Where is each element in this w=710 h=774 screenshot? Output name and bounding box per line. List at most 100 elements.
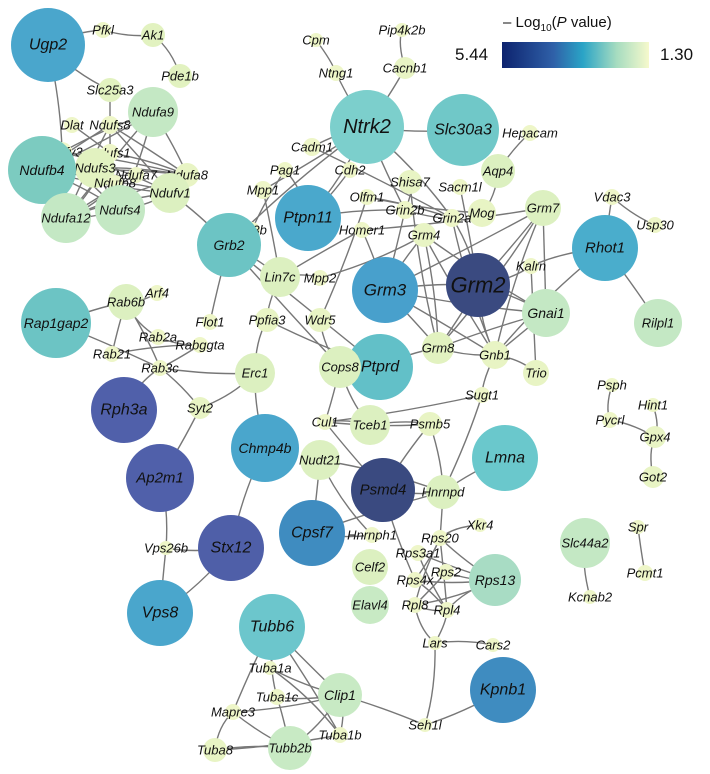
node-cars2[interactable]: Cars2 bbox=[476, 638, 511, 653]
node-cadm1[interactable]: Cadm1 bbox=[291, 138, 333, 156]
node-circle[interactable] bbox=[352, 257, 418, 323]
node-circle[interactable] bbox=[426, 475, 460, 509]
node-circle[interactable] bbox=[95, 185, 145, 235]
node-slc30a3[interactable]: Slc30a3 bbox=[427, 94, 499, 166]
node-gnb1[interactable]: Gnb1 bbox=[479, 341, 511, 369]
node-circle[interactable] bbox=[101, 116, 119, 134]
node-rab3c[interactable]: Rab3c bbox=[141, 360, 179, 376]
node-circle[interactable] bbox=[202, 314, 218, 330]
node-circle[interactable] bbox=[407, 597, 423, 613]
node-circle[interactable] bbox=[427, 94, 499, 166]
node-grm7[interactable]: Grm7 bbox=[525, 190, 561, 226]
node-circle[interactable] bbox=[275, 185, 341, 251]
node-ptpn11[interactable]: Ptpn11 bbox=[275, 185, 341, 251]
node-circle[interactable] bbox=[268, 726, 312, 770]
node-circle[interactable] bbox=[350, 405, 390, 445]
node-circle[interactable] bbox=[104, 346, 120, 362]
node-circle[interactable] bbox=[225, 704, 241, 720]
node-circle[interactable] bbox=[254, 181, 272, 199]
node-elavl4[interactable]: Elavl4 bbox=[351, 586, 389, 624]
node-circle[interactable] bbox=[481, 341, 509, 369]
node-circle[interactable] bbox=[354, 222, 370, 238]
node-circle[interactable] bbox=[269, 689, 285, 705]
node-circle[interactable] bbox=[637, 565, 653, 581]
node-circle[interactable] bbox=[263, 661, 277, 675]
node-rhot1[interactable]: Rhot1 bbox=[572, 215, 638, 281]
node-tuba8[interactable]: Tuba8 bbox=[197, 738, 234, 762]
node-circle[interactable] bbox=[644, 426, 666, 448]
node-ak1[interactable]: Ak1 bbox=[141, 23, 165, 47]
node-ndufs8[interactable]: Ndufs8 bbox=[89, 116, 131, 134]
node-circle[interactable] bbox=[412, 223, 436, 247]
node-tuba1c[interactable]: Tuba1c bbox=[256, 689, 299, 705]
node-cpm[interactable]: Cpm bbox=[302, 33, 330, 48]
node-ndufs3[interactable]: Ndufs3 bbox=[74, 148, 116, 188]
node-rab6b[interactable]: Rab6b bbox=[107, 284, 145, 320]
node-grin2a[interactable]: Grin2a bbox=[432, 209, 472, 227]
node-pycrl[interactable]: Pycrl bbox=[596, 412, 626, 428]
node-mpp1[interactable]: Mpp1 bbox=[247, 181, 280, 199]
node-circle[interactable] bbox=[525, 190, 561, 226]
node-circle[interactable] bbox=[108, 284, 144, 320]
node-tuba1a[interactable]: Tuba1a bbox=[248, 661, 291, 676]
node-circle[interactable] bbox=[407, 572, 423, 588]
node-lin7c[interactable]: Lin7c bbox=[260, 257, 300, 297]
node-circle[interactable] bbox=[332, 727, 348, 743]
node-grb2[interactable]: Grb2 bbox=[197, 213, 261, 277]
node-circle[interactable] bbox=[523, 258, 539, 274]
node-slc44a2[interactable]: Slc44a2 bbox=[560, 518, 610, 568]
node-celf2[interactable]: Celf2 bbox=[352, 549, 388, 585]
node-circle[interactable] bbox=[452, 179, 468, 195]
node-nudt21[interactable]: Nudt21 bbox=[299, 440, 341, 480]
node-arf4[interactable]: Arf4 bbox=[144, 285, 169, 301]
node-ptprd[interactable]: Ptprd bbox=[347, 334, 413, 400]
node-circle[interactable] bbox=[428, 636, 442, 650]
node-circle[interactable] bbox=[439, 602, 455, 618]
node-circle[interactable] bbox=[351, 586, 389, 624]
node-pag1[interactable]: Pag1 bbox=[270, 162, 300, 178]
node-circle[interactable] bbox=[128, 87, 178, 137]
node-rab21[interactable]: Rab21 bbox=[93, 346, 131, 362]
node-pfkl[interactable]: Pfkl bbox=[92, 22, 115, 38]
node-cul1[interactable]: Cul1 bbox=[312, 414, 339, 430]
node-circle[interactable] bbox=[319, 346, 361, 388]
node-got2[interactable]: Got2 bbox=[639, 466, 668, 488]
node-circle[interactable] bbox=[277, 162, 293, 178]
node-circle[interactable] bbox=[255, 308, 279, 332]
node-tubb6[interactable]: Tubb6 bbox=[239, 594, 305, 660]
node-circle[interactable] bbox=[351, 458, 415, 522]
node-circle[interactable] bbox=[203, 738, 227, 762]
node-tuba1b[interactable]: Tuba1b bbox=[318, 727, 362, 743]
node-ndufa9[interactable]: Ndufa9 bbox=[128, 87, 178, 137]
node-circle[interactable] bbox=[318, 673, 362, 717]
node-rph3a[interactable]: Rph3a bbox=[91, 377, 157, 443]
node-usp30[interactable]: Usp30 bbox=[636, 217, 675, 233]
node-kalrn[interactable]: Kalrn bbox=[516, 258, 546, 274]
node-circle[interactable] bbox=[446, 253, 510, 317]
node-psph[interactable]: Psph bbox=[597, 378, 627, 393]
node-grm3[interactable]: Grm3 bbox=[352, 257, 418, 323]
node-circle[interactable] bbox=[150, 329, 166, 345]
node-circle[interactable] bbox=[473, 518, 487, 532]
node-hint1[interactable]: Hint1 bbox=[638, 398, 668, 413]
node-circle[interactable] bbox=[328, 65, 344, 81]
node-circle[interactable] bbox=[342, 162, 358, 178]
node-ndufv1[interactable]: Ndufv1 bbox=[149, 173, 191, 213]
node-circle[interactable] bbox=[522, 289, 570, 337]
node-tceb1[interactable]: Tceb1 bbox=[350, 405, 390, 445]
node-cpsf7[interactable]: Cpsf7 bbox=[279, 500, 345, 566]
node-circle[interactable] bbox=[41, 193, 91, 243]
node-mpp2[interactable]: Mpp2 bbox=[304, 270, 337, 286]
node-circle[interactable] bbox=[438, 564, 454, 580]
node-circle[interactable] bbox=[398, 170, 422, 194]
node-circle[interactable] bbox=[11, 8, 85, 82]
node-circle[interactable] bbox=[98, 78, 122, 102]
node-cdh2[interactable]: Cdh2 bbox=[334, 162, 366, 178]
node-circle[interactable] bbox=[432, 530, 448, 546]
node-circle[interactable] bbox=[642, 466, 664, 488]
node-vdac3[interactable]: Vdac3 bbox=[594, 189, 632, 205]
node-rpl8[interactable]: Rpl8 bbox=[402, 597, 430, 613]
node-circle[interactable] bbox=[481, 154, 515, 188]
node-ndufa7[interactable]: Ndufa7 bbox=[115, 167, 158, 183]
node-syt2[interactable]: Syt2 bbox=[187, 397, 214, 419]
